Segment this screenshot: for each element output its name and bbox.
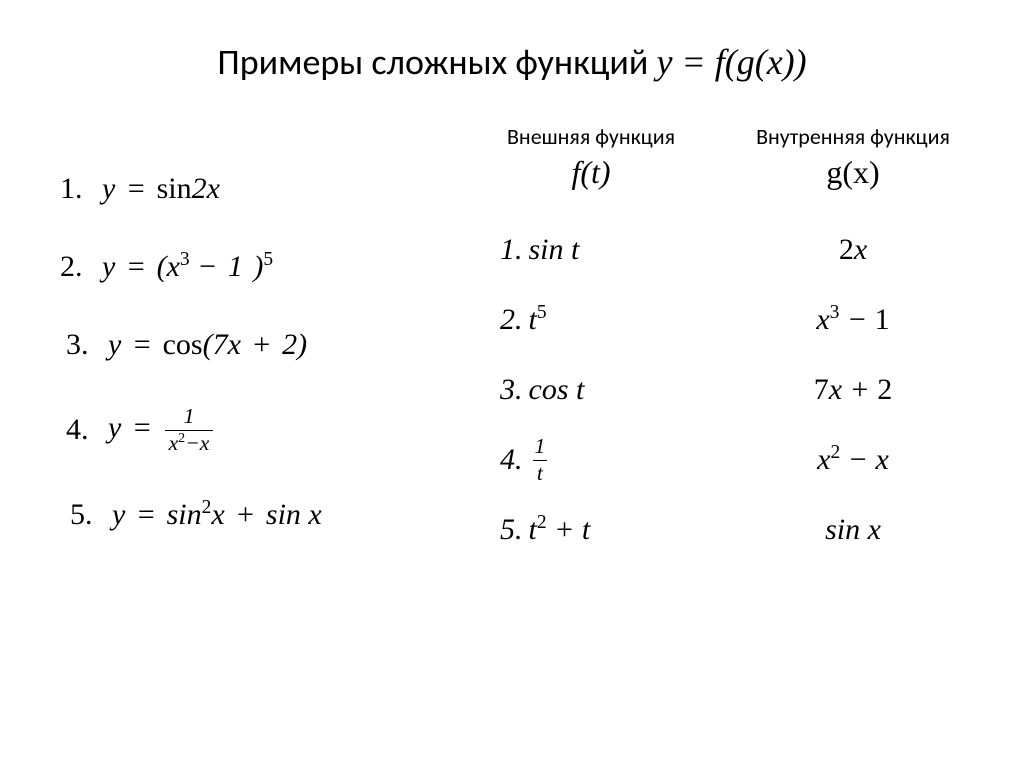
outer-function-column: Внешняя функция f(t) 1.sin t 2.t5 3.cos …: [480, 124, 702, 565]
inner-header-math: g(x): [742, 154, 964, 191]
inner-2: x3 − 1: [742, 285, 964, 355]
title-formula: y = f(g(x)): [656, 40, 806, 84]
inner-5: sin x: [742, 495, 964, 565]
outer-4: 4.1t: [480, 425, 702, 495]
inner-header-label: Внутренняя функция: [742, 124, 964, 150]
page-title: Примеры сложных функций y = f(g(x)): [60, 40, 964, 84]
example-3: 3. y=cos(7x+2): [60, 328, 480, 362]
answers-area: Внешняя функция f(t) 1.sin t 2.t5 3.cos …: [480, 124, 964, 565]
title-text: Примеры сложных функций: [217, 40, 656, 84]
outer-2: 2.t5: [480, 285, 702, 355]
content-area: 1. y=sin2x 2. y=(x3 −1)5 3. y=cos(7x+2) …: [60, 124, 964, 576]
example-2: 2. y=(x3 −1)5: [60, 250, 480, 284]
inner-1: 2x: [742, 215, 964, 285]
example-4: 4. y=1x2−x: [60, 406, 480, 454]
outer-3: 3.cos t: [480, 355, 702, 425]
inner-function-column: Внутренняя функция g(x) 2x x3 − 1 7x + 2…: [742, 124, 964, 565]
inner-3: 7x + 2: [742, 355, 964, 425]
outer-header-label: Внешняя функция: [480, 124, 702, 150]
outer-5: 5.t2 + t: [480, 495, 702, 565]
examples-column: 1. y=sin2x 2. y=(x3 −1)5 3. y=cos(7x+2) …: [60, 124, 480, 576]
example-1: 1. y=sin2x: [60, 172, 480, 206]
outer-1: 1.sin t: [480, 215, 702, 285]
example-5: 5. y=sin2x+sin x: [60, 498, 480, 532]
outer-header-math: f(t): [480, 154, 702, 191]
inner-4: x2 − x: [742, 425, 964, 495]
